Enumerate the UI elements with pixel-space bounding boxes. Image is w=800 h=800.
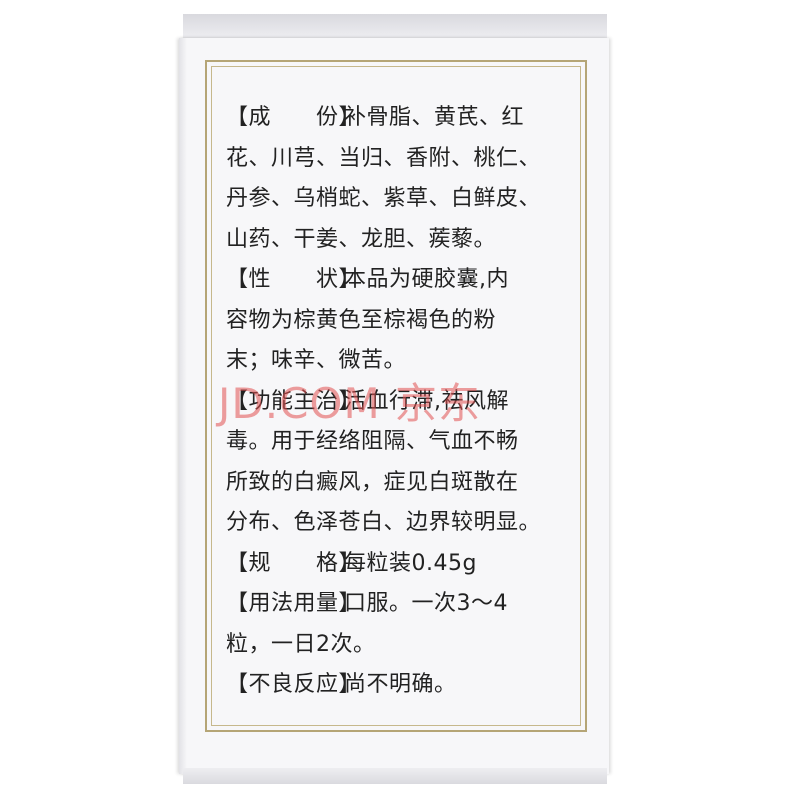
character-line-1: 【性 状】本品为硬胶囊,内 (226, 260, 576, 301)
ingredients-line-4: 山药、干姜、龙胆、蒺藜。 (226, 226, 497, 252)
ingredients-line-1: 【成 份】补骨脂、黄芪、红 (226, 98, 576, 139)
indications-line-4: 分布、色泽苍白、边界较明显。 (226, 510, 542, 535)
adverse-reactions-heading: 【不良反应】 (226, 672, 362, 697)
indications-heading: 【功能主治】 (226, 388, 362, 414)
gold-border-inner (211, 66, 581, 726)
ingredients-line-3: 丹参、乌梢蛇、紫草、白鲜皮、 (226, 186, 542, 211)
indications-line-2: 毒。用于经络阻隔、气血不畅 (226, 429, 519, 454)
gold-border-outer (205, 60, 587, 732)
dosage-line-1: 【用法用量】口服。一次3～4 (226, 584, 576, 625)
character-heading: 【性 状】 (226, 267, 362, 292)
ingredients-heading: 【成 份】 (226, 105, 362, 130)
indications-line-1: 【功能主治】活血行滞,祛风解 (226, 382, 576, 423)
character-line-2: 容物为棕黄色至棕褐色的粉 (226, 307, 497, 333)
adverse-reactions-line: 【不良反应】尚不明确。 (226, 665, 576, 706)
jd-watermark: JD.COM 京东 (218, 379, 482, 428)
specification-heading: 【规 格】 (226, 550, 362, 576)
label-text: 【成 份】补骨脂、黄芪、红 花、川芎、当归、香附、桃仁、 丹参、乌梢蛇、紫草、白… (226, 98, 576, 706)
indications-line-3: 所致的白癜风，症见白斑散在 (226, 469, 519, 495)
specification-line: 【规 格】每粒装0.45g (226, 544, 576, 585)
dosage-line-2: 粒，一日2次。 (226, 631, 376, 657)
box-side-shading (179, 38, 187, 774)
medicine-box-panel (179, 38, 609, 774)
character-line-3: 末；味辛、微苦。 (226, 348, 407, 373)
dosage-heading: 【用法用量】 (226, 591, 362, 616)
box-bottom-edge (183, 768, 607, 784)
ingredients-line-2: 花、川芎、当归、香附、桃仁、 (226, 145, 542, 171)
